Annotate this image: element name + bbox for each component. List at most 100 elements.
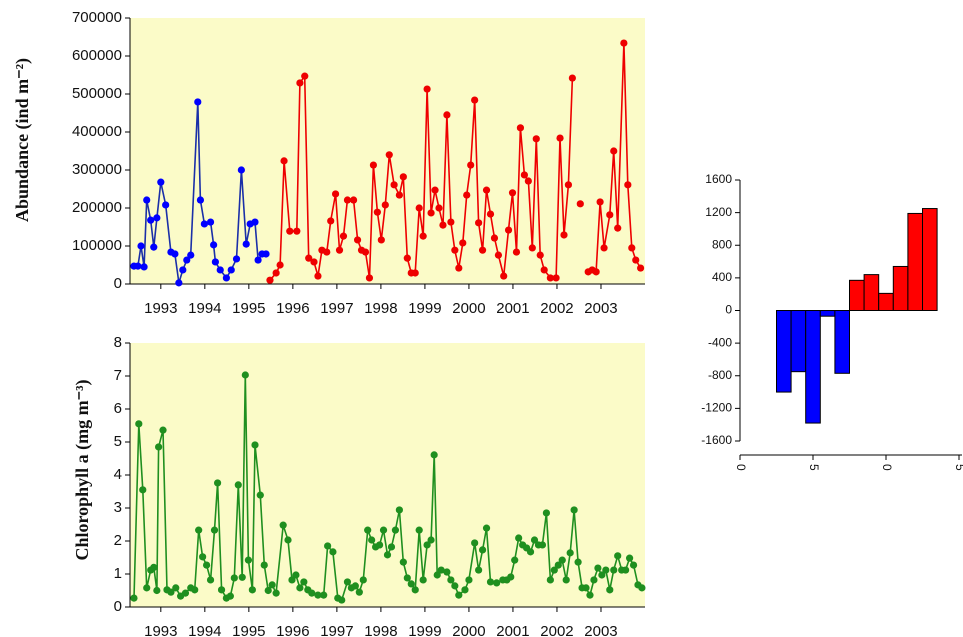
data-point: [471, 539, 479, 547]
data-point: [244, 556, 253, 564]
data-point: [439, 221, 447, 229]
data-point: [560, 231, 568, 239]
data-point: [179, 266, 187, 274]
data-point: [554, 561, 562, 569]
y-tick-label: 100000: [72, 237, 122, 254]
data-point: [272, 269, 280, 277]
y-axis-title: Chlorophyll a (mg m⁻³): [72, 379, 93, 560]
y-tick-label: 5: [114, 433, 122, 450]
data-point: [222, 274, 230, 282]
data-point: [206, 576, 215, 584]
data-point: [171, 250, 179, 258]
y-tick-label: 0: [725, 303, 732, 317]
x-tick-label: 2000: [452, 623, 485, 637]
data-point: [338, 596, 346, 604]
x-tick-label: 1995: [232, 300, 265, 317]
data-point: [471, 96, 479, 104]
data-point: [210, 526, 219, 534]
bar: [834, 310, 851, 374]
data-point: [183, 256, 191, 264]
data-point: [478, 246, 487, 254]
bar: [892, 265, 909, 311]
data-point: [387, 543, 396, 551]
data-point: [614, 224, 622, 232]
data-point: [602, 566, 610, 574]
data-point: [538, 541, 547, 549]
data-point: [592, 268, 600, 276]
data-point: [262, 250, 270, 258]
data-point: [301, 72, 309, 80]
data-point: [305, 254, 313, 262]
data-point: [234, 481, 242, 489]
data-point: [227, 266, 235, 274]
data-point: [536, 251, 544, 259]
data-point: [167, 588, 175, 596]
data-point: [355, 588, 363, 596]
x-tick-label: 2003: [584, 623, 617, 637]
data-point: [494, 251, 503, 259]
data-point: [288, 576, 296, 584]
bar: [790, 310, 807, 373]
x-tick-label: 2001: [496, 300, 529, 317]
data-point: [140, 263, 148, 271]
data-point: [493, 579, 501, 587]
data-point: [368, 536, 376, 544]
data-point: [335, 246, 344, 254]
data-point: [324, 542, 332, 550]
data-point: [150, 563, 158, 572]
data-point: [195, 526, 203, 534]
data-point: [153, 214, 161, 222]
data-point: [272, 589, 280, 597]
data-point: [570, 506, 578, 514]
data-point: [419, 232, 427, 240]
data-point: [293, 227, 301, 235]
x-tick-label: 2002: [540, 300, 573, 317]
data-point: [254, 256, 262, 264]
y-tick-label: 4: [114, 466, 122, 483]
data-point: [542, 509, 551, 517]
bar: [863, 274, 880, 311]
bar: [819, 310, 836, 317]
y-tick-label: 0: [114, 598, 122, 615]
data-point: [620, 39, 628, 47]
x-tick-label: 2001: [496, 623, 529, 637]
data-point: [365, 274, 374, 282]
data-point: [520, 171, 528, 179]
data-point: [606, 211, 614, 219]
data-point: [268, 581, 276, 589]
data-point: [395, 506, 403, 514]
data-point: [181, 589, 190, 597]
y-tick-label: -400: [708, 335, 732, 349]
data-point: [532, 135, 540, 143]
data-point: [150, 243, 158, 251]
data-point: [310, 258, 318, 266]
data-point: [459, 239, 467, 247]
data-point: [606, 586, 614, 594]
data-point: [564, 181, 573, 189]
data-point: [566, 549, 574, 557]
bar: [776, 310, 792, 393]
data-point: [139, 486, 147, 494]
y-tick-label: 800: [712, 237, 732, 251]
y-axis-title: Abundance (ind m⁻²): [12, 58, 33, 222]
data-point: [478, 546, 487, 554]
data-point: [475, 566, 483, 574]
data-point: [447, 218, 455, 226]
data-point: [508, 189, 517, 197]
data-point: [308, 589, 316, 597]
data-point: [528, 244, 536, 252]
data-point: [430, 451, 438, 459]
data-point: [399, 558, 407, 566]
data-point: [286, 227, 294, 235]
data-point: [486, 210, 495, 218]
data-point: [610, 147, 618, 155]
data-point: [210, 241, 218, 249]
data-point: [385, 151, 393, 159]
plot-area: [130, 18, 645, 284]
data-point: [582, 584, 590, 592]
data-point: [586, 591, 594, 599]
data-point: [230, 574, 238, 582]
data-point: [353, 236, 362, 244]
y-tick-label: 600000: [72, 47, 122, 64]
data-point: [629, 561, 638, 569]
